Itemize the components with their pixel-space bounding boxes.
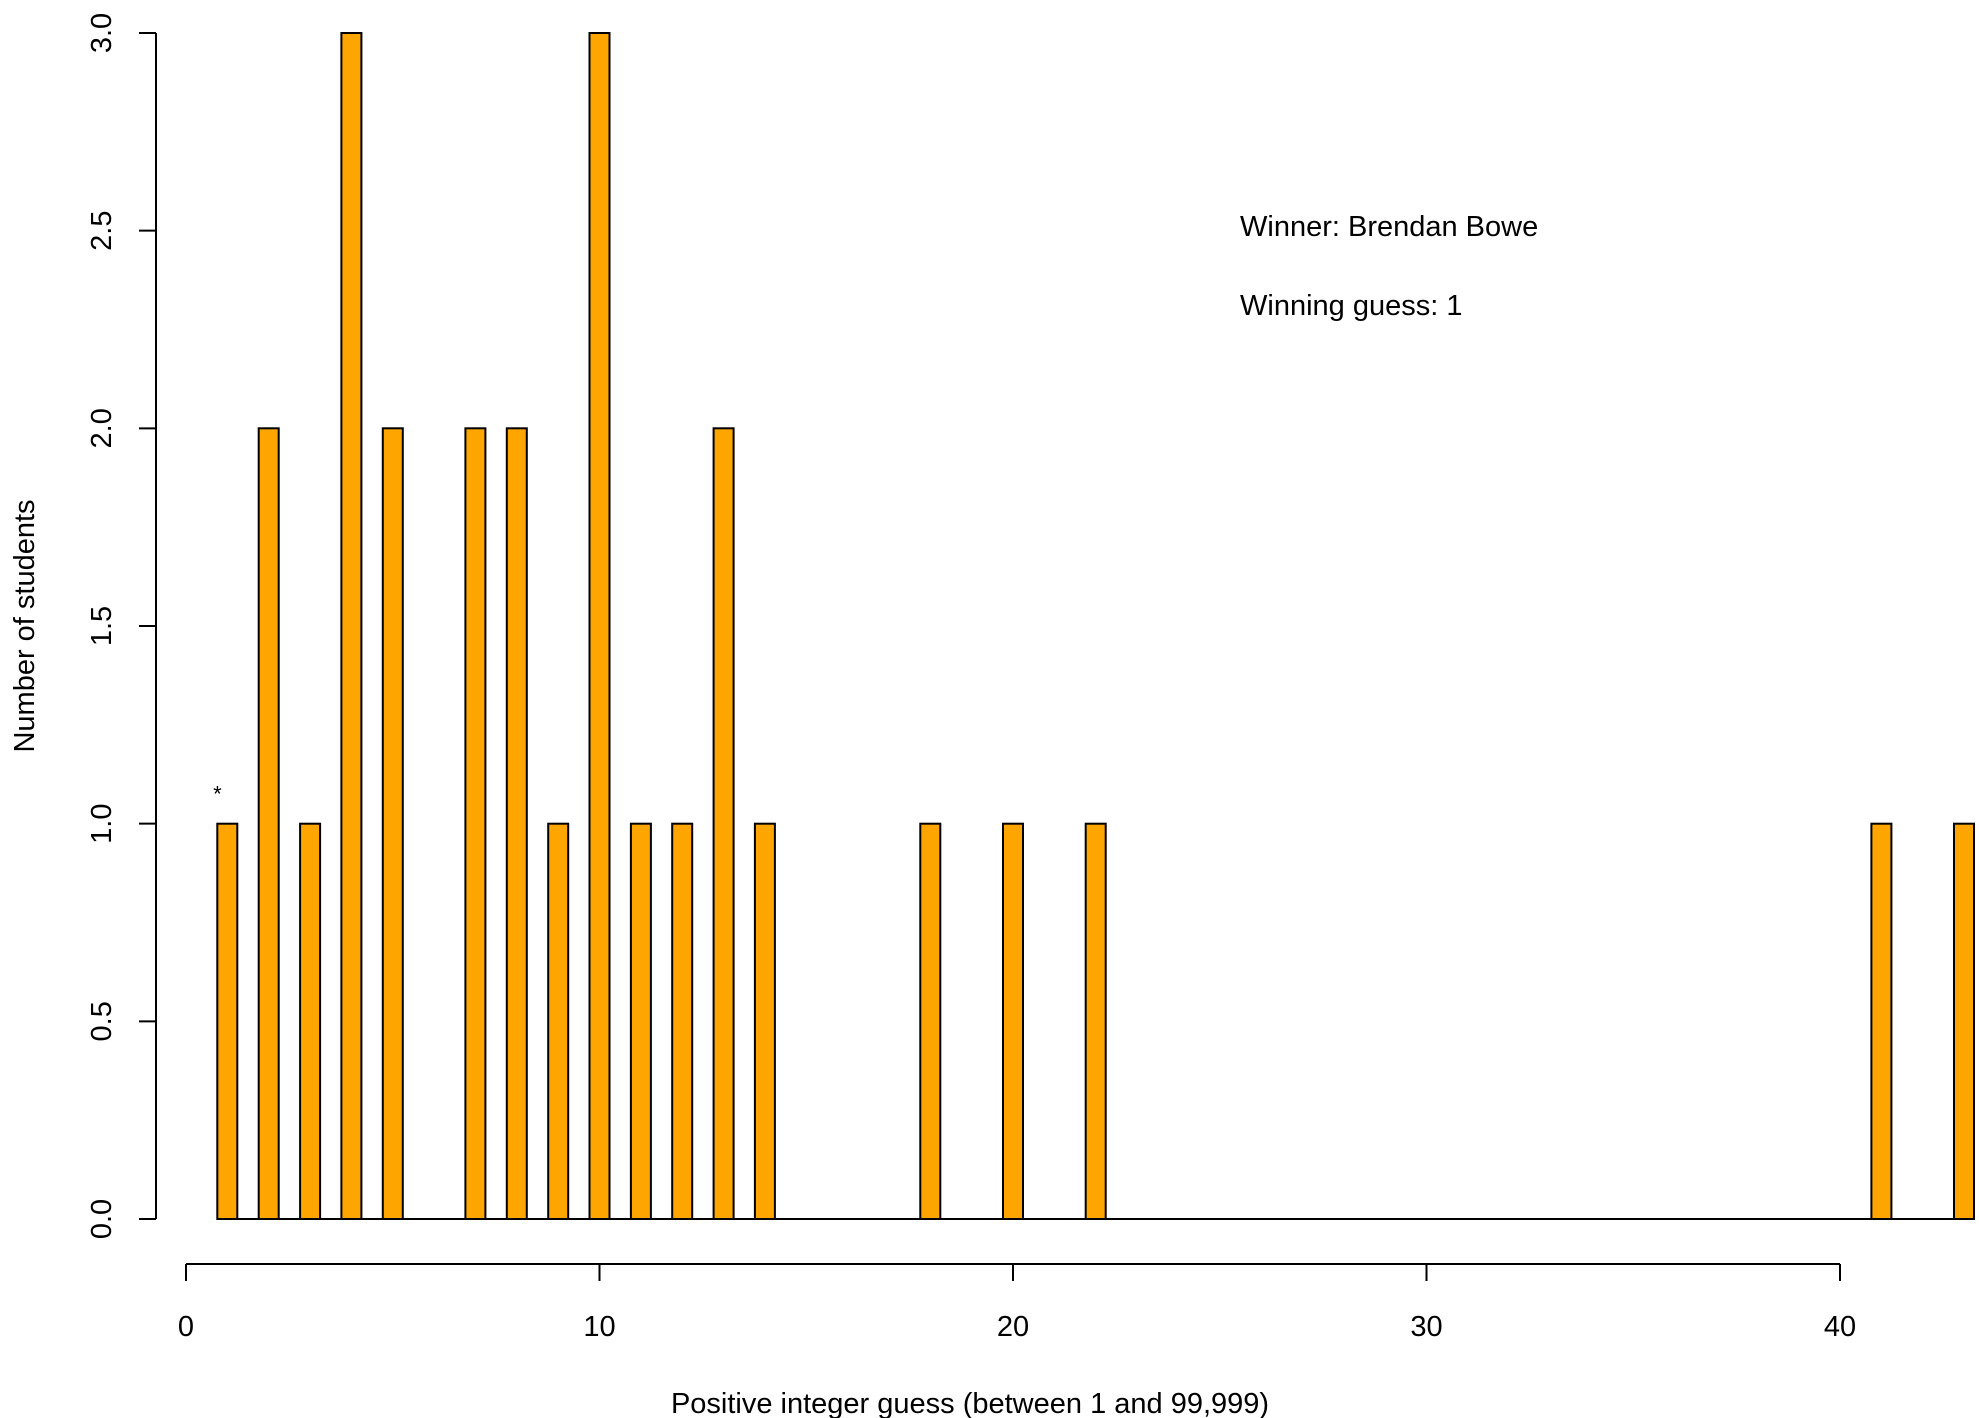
x-tick-label-10: 10 — [583, 1311, 615, 1343]
y-tick-label-2.5: 2.5 — [86, 211, 118, 251]
bar-guess-13 — [712, 427, 735, 1220]
x-tick-label-0: 0 — [178, 1311, 194, 1343]
y-axis-label: Number of students — [9, 499, 41, 752]
y-axis: 0.0 0.5 1.0 1.5 2.0 2.5 3.0 — [86, 13, 157, 1239]
x-tick-label-20: 20 — [997, 1311, 1029, 1343]
bar-guess-8 — [505, 427, 528, 1220]
y-tick-label-1.5: 1.5 — [86, 606, 118, 646]
bar-guess-22 — [1084, 822, 1107, 1220]
bar-guess-10 — [588, 32, 611, 1220]
bar-guess-9 — [547, 822, 570, 1220]
x-tick-label-30: 30 — [1410, 1311, 1442, 1343]
winner-marker: * — [213, 782, 222, 807]
y-tick-label-1.0: 1.0 — [86, 804, 118, 844]
bar-guess-2 — [257, 427, 280, 1220]
y-tick-label-2.0: 2.0 — [86, 408, 118, 448]
bar-guess-5 — [381, 427, 404, 1220]
x-tick-label-40: 40 — [1824, 1311, 1856, 1343]
y-tick-label-0.0: 0.0 — [86, 1199, 118, 1239]
y-tick-label-3.0: 3.0 — [86, 13, 118, 53]
winner-annotation: Winner: Brendan Bowe — [1240, 211, 1538, 243]
x-axis: 0 10 20 30 40 — [178, 1263, 1856, 1343]
bar-guess-20 — [1002, 822, 1024, 1220]
bar-guess-43 — [1953, 822, 1975, 1220]
bar-guess-3 — [299, 822, 322, 1220]
bar-guess-4 — [340, 32, 363, 1220]
bar-guess-12 — [671, 822, 694, 1220]
bar-guess-41 — [1870, 822, 1893, 1220]
bar-guess-11 — [629, 822, 652, 1220]
bar-guess-14 — [753, 822, 776, 1220]
bar-guess-7 — [464, 427, 487, 1220]
bars-group — [216, 32, 1975, 1220]
y-tick-label-0.5: 0.5 — [86, 1001, 118, 1041]
bar-guess-1 — [216, 822, 239, 1220]
bar-guess-18 — [919, 822, 942, 1220]
winning-guess-annotation: Winning guess: 1 — [1240, 290, 1462, 322]
x-axis-label: Positive integer guess (between 1 and 99… — [671, 1388, 1269, 1418]
